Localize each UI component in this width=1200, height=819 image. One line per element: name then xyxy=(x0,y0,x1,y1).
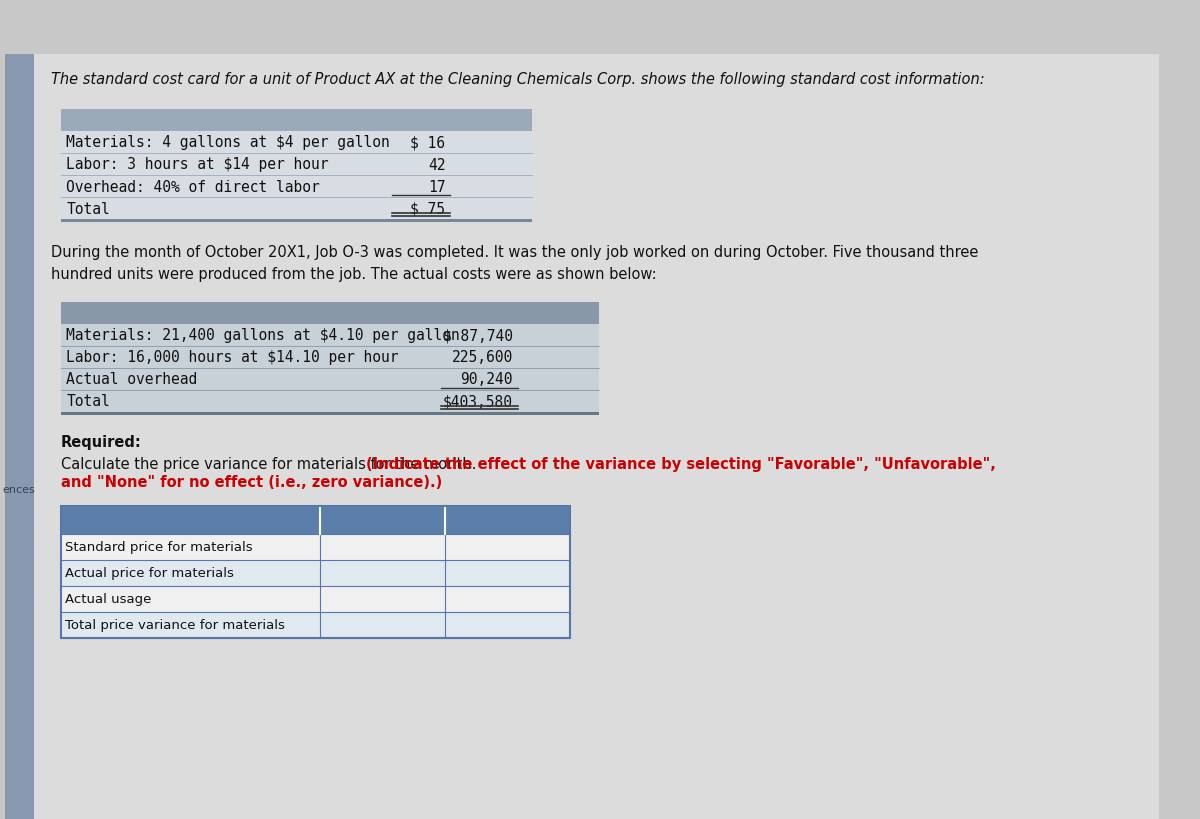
Bar xyxy=(60,506,570,638)
Bar xyxy=(60,506,570,534)
Text: Calculate the price variance for materials for the month.: Calculate the price variance for materia… xyxy=(60,456,480,472)
Text: (Indicate the effect of the variance by selecting "Favorable", "Unfavorable",: (Indicate the effect of the variance by … xyxy=(366,456,996,472)
Text: Actual usage: Actual usage xyxy=(65,593,151,606)
Text: Standard price for materials: Standard price for materials xyxy=(65,541,253,554)
Text: Materials: 21,400 gallons at $4.10 per gallon: Materials: 21,400 gallons at $4.10 per g… xyxy=(66,328,460,343)
Text: 17: 17 xyxy=(428,179,445,194)
Bar xyxy=(60,560,570,586)
Text: and "None" for no effect (i.e., zero variance).): and "None" for no effect (i.e., zero var… xyxy=(60,474,442,490)
Text: Labor: 16,000 hours at $14.10 per hour: Labor: 16,000 hours at $14.10 per hour xyxy=(66,350,398,365)
Text: Total: Total xyxy=(66,394,110,409)
Text: ences: ences xyxy=(2,484,36,495)
Text: Total price variance for materials: Total price variance for materials xyxy=(65,618,286,631)
Bar xyxy=(60,303,599,324)
Text: Materials: 4 gallons at $4 per gallon: Materials: 4 gallons at $4 per gallon xyxy=(66,135,390,151)
Text: During the month of October 20X1, Job O-3 was completed. It was the only job wor: During the month of October 20X1, Job O-… xyxy=(50,245,978,282)
Text: 42: 42 xyxy=(428,157,445,172)
Bar xyxy=(60,413,599,415)
Text: The standard cost card for a unit of Product AX at the Cleaning Chemicals Corp. : The standard cost card for a unit of Pro… xyxy=(50,72,984,87)
Bar xyxy=(5,55,34,819)
Text: 90,240: 90,240 xyxy=(460,372,512,387)
Bar xyxy=(60,110,532,132)
Bar xyxy=(60,132,532,219)
Text: 225,600: 225,600 xyxy=(451,350,512,365)
Text: Required:: Required: xyxy=(60,434,142,450)
Bar xyxy=(60,219,532,223)
Bar xyxy=(60,324,599,413)
Text: Labor: 3 hours at $14 per hour: Labor: 3 hours at $14 per hour xyxy=(66,157,329,172)
Bar xyxy=(60,586,570,613)
Text: Actual price for materials: Actual price for materials xyxy=(65,567,234,580)
Bar xyxy=(60,613,570,638)
Text: Total: Total xyxy=(66,201,110,216)
Text: Overhead: 40% of direct labor: Overhead: 40% of direct labor xyxy=(66,179,320,194)
Text: $ 75: $ 75 xyxy=(410,201,445,216)
Text: $403,580: $403,580 xyxy=(443,394,512,409)
Text: Actual overhead: Actual overhead xyxy=(66,372,198,387)
Text: $ 16: $ 16 xyxy=(410,135,445,151)
Bar xyxy=(60,534,570,560)
Text: $ 87,740: $ 87,740 xyxy=(443,328,512,343)
